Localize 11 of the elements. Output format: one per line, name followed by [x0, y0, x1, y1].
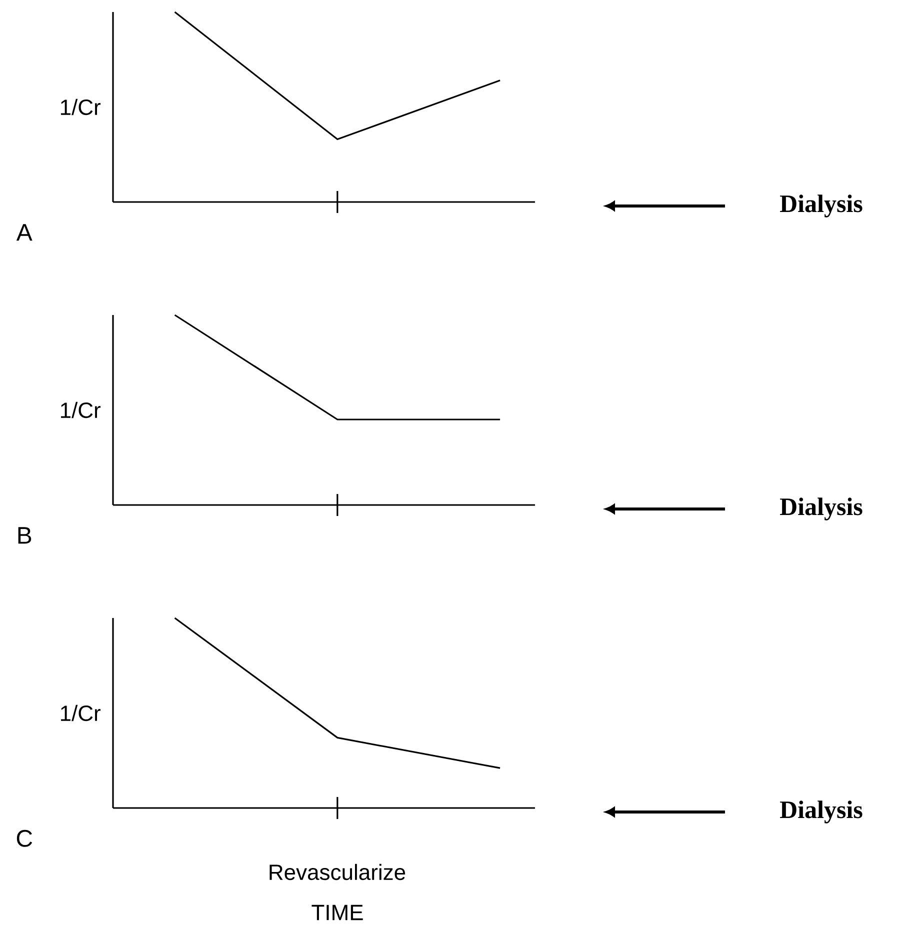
text: B — [18, 527, 32, 544]
text: C — [16, 830, 32, 847]
y-axis-title: 1/Cr — [60, 98, 100, 116]
text: Dialysis — [780, 498, 862, 520]
text: Revascularize — [270, 864, 406, 880]
text: A — [16, 224, 32, 241]
x-axis-title: TIME — [312, 904, 363, 920]
y-axis-title: 1/Cr — [60, 402, 100, 418]
y-axis-title: 1/Cr — [60, 704, 100, 722]
text: Dialysis — [780, 194, 862, 218]
text: Dialysis — [780, 800, 862, 824]
